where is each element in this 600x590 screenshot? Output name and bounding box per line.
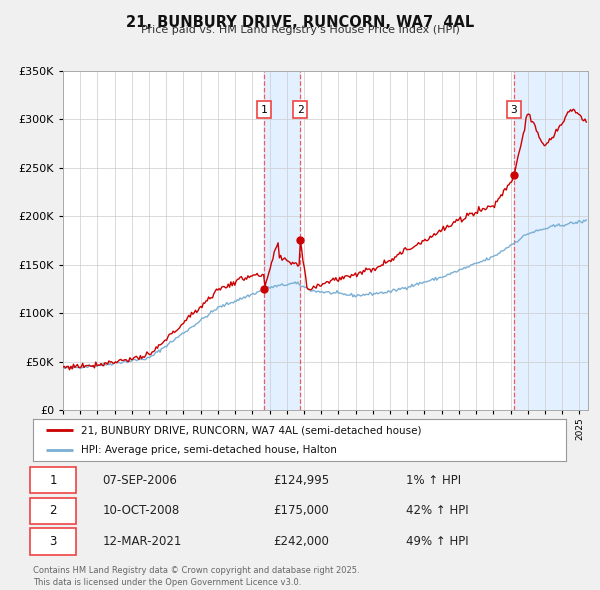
- FancyBboxPatch shape: [31, 498, 76, 524]
- Text: Contains HM Land Registry data © Crown copyright and database right 2025.
This d: Contains HM Land Registry data © Crown c…: [33, 566, 359, 587]
- Text: £242,000: £242,000: [273, 535, 329, 548]
- Text: 1: 1: [261, 105, 268, 115]
- Text: 21, BUNBURY DRIVE, RUNCORN, WA7 4AL (semi-detached house): 21, BUNBURY DRIVE, RUNCORN, WA7 4AL (sem…: [81, 425, 421, 435]
- Text: 07-SEP-2006: 07-SEP-2006: [102, 474, 177, 487]
- Text: Price paid vs. HM Land Registry's House Price Index (HPI): Price paid vs. HM Land Registry's House …: [140, 25, 460, 35]
- Text: 12-MAR-2021: 12-MAR-2021: [102, 535, 182, 548]
- Text: HPI: Average price, semi-detached house, Halton: HPI: Average price, semi-detached house,…: [81, 445, 337, 455]
- Text: 2: 2: [49, 504, 57, 517]
- Text: 10-OCT-2008: 10-OCT-2008: [102, 504, 179, 517]
- Bar: [264, 71, 300, 410]
- FancyBboxPatch shape: [31, 467, 76, 493]
- Text: 2: 2: [297, 105, 304, 115]
- Text: 1: 1: [49, 474, 57, 487]
- Text: £175,000: £175,000: [273, 504, 329, 517]
- Text: 1% ↑ HPI: 1% ↑ HPI: [406, 474, 461, 487]
- Bar: [514, 71, 588, 410]
- Text: 49% ↑ HPI: 49% ↑ HPI: [406, 535, 469, 548]
- Text: 42% ↑ HPI: 42% ↑ HPI: [406, 504, 469, 517]
- Text: 21, BUNBURY DRIVE, RUNCORN, WA7  4AL: 21, BUNBURY DRIVE, RUNCORN, WA7 4AL: [126, 15, 474, 30]
- FancyBboxPatch shape: [31, 529, 76, 555]
- Text: 3: 3: [511, 105, 517, 115]
- Text: 3: 3: [50, 535, 57, 548]
- Text: £124,995: £124,995: [273, 474, 329, 487]
